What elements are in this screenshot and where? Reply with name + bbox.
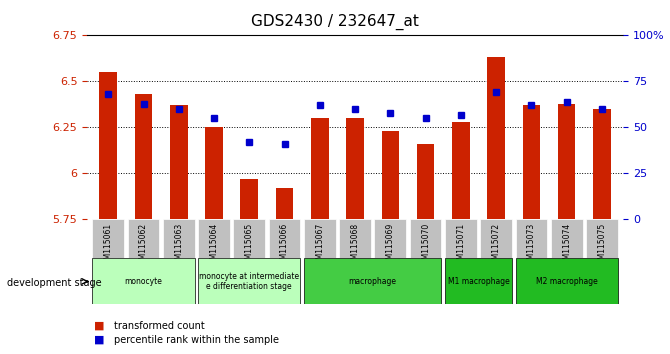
Text: GSM115070: GSM115070 <box>421 223 430 269</box>
FancyBboxPatch shape <box>480 219 512 258</box>
Text: GSM115075: GSM115075 <box>598 223 606 269</box>
FancyBboxPatch shape <box>445 219 477 258</box>
FancyBboxPatch shape <box>304 219 336 258</box>
FancyBboxPatch shape <box>515 219 547 258</box>
Text: GSM115073: GSM115073 <box>527 223 536 269</box>
Text: ■: ■ <box>94 335 105 345</box>
Bar <box>241 179 258 219</box>
Text: GDS2430 / 232647_at: GDS2430 / 232647_at <box>251 14 419 30</box>
Text: GSM115063: GSM115063 <box>174 223 184 269</box>
Text: GSM115069: GSM115069 <box>386 223 395 269</box>
Text: GSM115061: GSM115061 <box>104 223 113 269</box>
Bar <box>381 131 399 219</box>
Text: GSM115071: GSM115071 <box>456 223 466 269</box>
Text: transformed count: transformed count <box>114 321 204 331</box>
Bar <box>170 105 188 219</box>
Text: GSM115065: GSM115065 <box>245 223 254 269</box>
Bar <box>558 103 576 219</box>
FancyBboxPatch shape <box>128 219 159 258</box>
Text: GSM115064: GSM115064 <box>210 223 218 269</box>
FancyBboxPatch shape <box>515 258 618 304</box>
Bar <box>487 57 505 219</box>
Bar <box>99 72 117 219</box>
FancyBboxPatch shape <box>163 219 195 258</box>
Text: GSM115072: GSM115072 <box>492 223 500 269</box>
Text: ■: ■ <box>94 321 105 331</box>
Bar <box>135 94 152 219</box>
FancyBboxPatch shape <box>375 219 406 258</box>
Bar <box>417 144 434 219</box>
FancyBboxPatch shape <box>92 258 195 304</box>
Text: GSM115066: GSM115066 <box>280 223 289 269</box>
FancyBboxPatch shape <box>269 219 300 258</box>
Text: monocyte: monocyte <box>125 277 162 286</box>
Text: M2 macrophage: M2 macrophage <box>536 277 598 286</box>
Bar <box>205 127 223 219</box>
Text: GSM115062: GSM115062 <box>139 223 148 269</box>
FancyBboxPatch shape <box>586 219 618 258</box>
Bar <box>346 118 364 219</box>
FancyBboxPatch shape <box>551 219 582 258</box>
Text: development stage: development stage <box>7 278 101 288</box>
FancyBboxPatch shape <box>92 219 124 258</box>
Text: GSM115068: GSM115068 <box>350 223 360 269</box>
FancyBboxPatch shape <box>233 219 265 258</box>
Text: M1 macrophage: M1 macrophage <box>448 277 509 286</box>
Bar <box>593 109 611 219</box>
FancyBboxPatch shape <box>339 219 371 258</box>
Text: GSM115074: GSM115074 <box>562 223 572 269</box>
FancyBboxPatch shape <box>198 258 300 304</box>
Text: GSM115067: GSM115067 <box>316 223 324 269</box>
FancyBboxPatch shape <box>445 258 512 304</box>
Bar <box>452 122 470 219</box>
Text: monocyte at intermediate
e differentiation stage: monocyte at intermediate e differentiati… <box>199 272 299 291</box>
FancyBboxPatch shape <box>198 219 230 258</box>
Text: macrophage: macrophage <box>348 277 397 286</box>
Bar <box>523 105 540 219</box>
FancyBboxPatch shape <box>304 258 442 304</box>
FancyBboxPatch shape <box>410 219 442 258</box>
Text: percentile rank within the sample: percentile rank within the sample <box>114 335 279 345</box>
Bar <box>276 188 293 219</box>
Bar <box>311 118 329 219</box>
